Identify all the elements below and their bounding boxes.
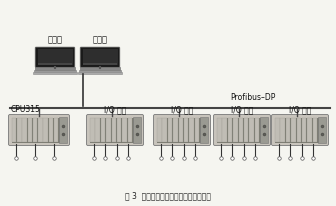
Bar [173, 118, 178, 142]
Bar [275, 118, 280, 142]
Bar [157, 117, 201, 143]
Bar [28, 118, 32, 142]
FancyBboxPatch shape [213, 115, 270, 145]
Bar [95, 118, 100, 142]
Bar [59, 117, 67, 143]
Bar [83, 49, 118, 65]
Bar [79, 69, 121, 72]
Bar [157, 118, 162, 142]
Bar [222, 118, 227, 142]
Bar [216, 117, 260, 143]
Bar [249, 118, 254, 142]
FancyBboxPatch shape [35, 47, 75, 67]
Bar [89, 117, 133, 143]
Bar [11, 117, 59, 143]
Bar [90, 118, 94, 142]
Bar [23, 118, 27, 142]
Bar [122, 118, 127, 142]
FancyBboxPatch shape [8, 115, 70, 145]
Bar [133, 117, 141, 143]
Bar [12, 118, 16, 142]
Bar [296, 118, 301, 142]
Text: I/O 模块: I/O 模块 [104, 105, 126, 114]
Bar [117, 118, 121, 142]
Bar [275, 117, 319, 143]
Text: I/O 模块: I/O 模块 [171, 105, 193, 114]
Bar [128, 118, 132, 142]
Bar [38, 49, 73, 65]
Bar [17, 118, 22, 142]
Bar [34, 69, 76, 72]
Bar [244, 118, 248, 142]
Bar [54, 118, 58, 142]
Bar [307, 118, 312, 142]
Bar [80, 67, 120, 69]
FancyBboxPatch shape [86, 115, 143, 145]
Bar [291, 118, 296, 142]
FancyBboxPatch shape [80, 47, 120, 67]
Bar [83, 62, 117, 65]
Bar [280, 118, 285, 142]
Bar [78, 72, 122, 74]
Bar [178, 118, 183, 142]
Text: CPU315: CPU315 [11, 105, 41, 114]
Text: 上位机: 上位机 [47, 36, 62, 45]
FancyBboxPatch shape [271, 115, 329, 145]
Bar [228, 118, 232, 142]
Text: Profibus–DP: Profibus–DP [230, 93, 276, 102]
Text: I/O 模块: I/O 模块 [289, 105, 311, 114]
Text: 图 3  井下胶带监控系统的：．，结构图: 图 3 井下胶带监控系统的：．，结构图 [125, 192, 211, 200]
Bar [217, 118, 221, 142]
Bar [233, 118, 238, 142]
Bar [189, 118, 194, 142]
Bar [162, 118, 167, 142]
Bar [286, 118, 290, 142]
Bar [195, 118, 199, 142]
Bar [33, 72, 77, 74]
Bar [49, 118, 53, 142]
Bar [38, 62, 72, 65]
Bar [112, 118, 116, 142]
Text: 上位机: 上位机 [92, 36, 108, 45]
Bar [33, 118, 37, 142]
Bar [302, 118, 306, 142]
Bar [38, 118, 43, 142]
Bar [255, 118, 259, 142]
Bar [200, 117, 208, 143]
Bar [35, 67, 75, 69]
FancyBboxPatch shape [154, 115, 210, 145]
Text: I/O 模块: I/O 模块 [231, 105, 253, 114]
Bar [318, 117, 326, 143]
Bar [43, 118, 48, 142]
Bar [168, 118, 172, 142]
Bar [101, 118, 105, 142]
Bar [312, 118, 317, 142]
Bar [184, 118, 188, 142]
Bar [260, 117, 268, 143]
Bar [106, 118, 111, 142]
Bar [239, 118, 243, 142]
